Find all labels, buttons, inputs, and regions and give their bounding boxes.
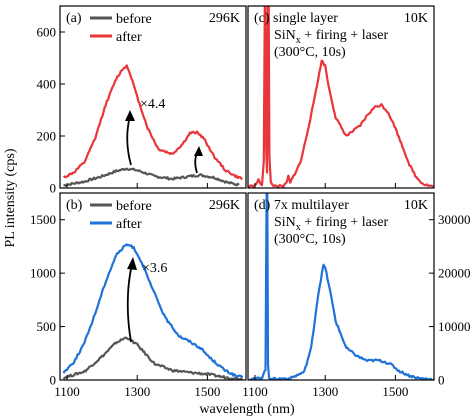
enhancement-arrow: [126, 257, 137, 343]
y-axis-label: PL intensity (cps): [3, 148, 18, 247]
y-tick-label: 600: [37, 25, 57, 40]
panel-title: (c) single layer: [254, 11, 338, 26]
y-tick-label: 20000: [438, 266, 471, 281]
legend-label: before: [116, 12, 152, 27]
y-tick-label: 0: [50, 181, 57, 196]
panel-subtitle: SiNx + firing + laser: [274, 215, 388, 233]
y-tick-label: 1000: [30, 266, 56, 281]
series-line-spectrum: [248, 6, 434, 188]
y-tick-label: 30000: [438, 212, 471, 227]
panel-a: 0 200 400 600 (a) 296K before after ×4.4: [37, 5, 247, 196]
plot-frame: [59, 192, 247, 381]
legend-label: after: [116, 217, 142, 232]
panel-d: 1100 1300 1500 0 10000 20000 30000 (d) 7x multi…: [242, 192, 471, 399]
temperature-label: 296K: [209, 11, 240, 26]
enhancement-factor: ×4.4: [140, 97, 165, 112]
y-tick-label: 500: [37, 319, 57, 334]
plot-frame: [247, 192, 435, 381]
enhancement-arrows: [125, 110, 203, 174]
panel-c: (c) single layer SiNx + firing + laser(30…: [247, 5, 435, 189]
y-tick-label: 400: [37, 77, 57, 92]
panel-conditions: (300°C, 10s): [274, 232, 346, 247]
panel-b: 1100 1300 1500 0 500 1000 1500 (b) 296K before aft…: [30, 192, 247, 399]
x-tick-label: 1100: [242, 384, 268, 399]
enhancement-factor: ×3.6: [142, 261, 167, 276]
x-tick-label: 1300: [124, 384, 150, 399]
x-tick-label: 1500: [194, 384, 220, 399]
panel-subtitle: SiNx + firing + laser: [274, 28, 388, 46]
series-line-before: [62, 336, 243, 380]
series-line-before: [63, 167, 240, 187]
temperature-label: 296K: [209, 198, 240, 213]
panel-label: (a): [66, 11, 82, 26]
panel-conditions: (300°C, 10s): [274, 45, 346, 60]
plot-frame: [59, 5, 247, 189]
x-axis-label: wavelength (nm): [199, 402, 295, 417]
legend-label: after: [116, 30, 142, 45]
panel-label: (b): [66, 198, 83, 213]
series-line-after: [62, 243, 244, 379]
x-tick-label: 1500: [382, 384, 408, 399]
temperature-label: 10K: [404, 198, 428, 213]
y-tick-label: 10000: [438, 319, 471, 334]
y-tick-label: 0: [50, 373, 57, 388]
y-tick-label: 200: [37, 129, 57, 144]
x-tick-label: 1100: [54, 384, 80, 399]
panel-title: (d) 7x multilayer: [254, 198, 349, 213]
plot-frame: [247, 5, 435, 189]
legend-label: before: [116, 199, 152, 214]
series-line-after: [62, 64, 243, 180]
y-tick-label: 0: [438, 373, 445, 388]
temperature-label: 10K: [404, 11, 428, 26]
x-tick-label: 1300: [312, 384, 338, 399]
y-tick-label: 1500: [30, 212, 56, 227]
